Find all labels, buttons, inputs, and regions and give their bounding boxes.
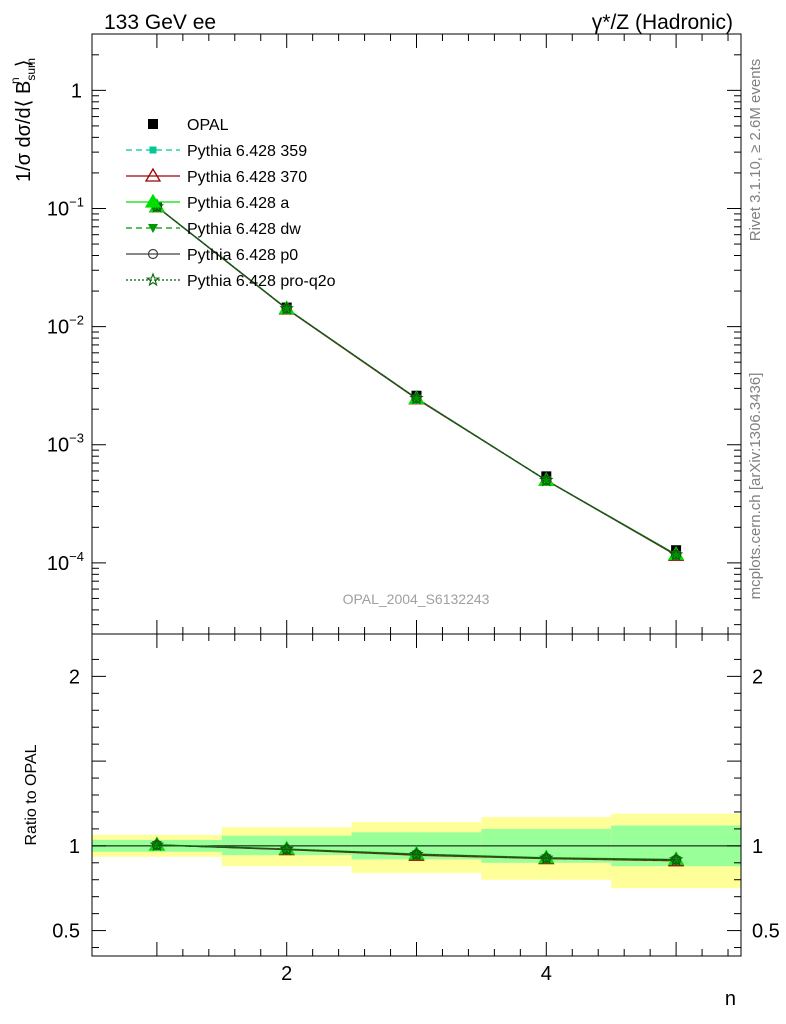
main-y-tick-label: 10−4 — [47, 549, 84, 575]
legend-item-pdw: Pythia 6.428 dw — [126, 221, 301, 238]
ratio-point-pq2o — [279, 841, 294, 856]
legend-item-p359: Pythia 6.428 359 — [126, 143, 307, 160]
main-y-tick-base: 1 — [71, 80, 82, 102]
x-tick-label: 2 — [281, 963, 292, 985]
main-y-tick-label: 10−1 — [47, 194, 84, 220]
legend-label-p359: Pythia 6.428 359 — [187, 143, 307, 160]
legend-item-pa: Pythia 6.428 a — [126, 193, 289, 212]
mcplots-label: mcplots.cern.ch [arXiv:1306.3436] — [747, 373, 764, 600]
main-y-tick-base: 10 — [47, 198, 69, 220]
legend-marker-pa — [144, 193, 162, 208]
ratio-y-tick-label-right: 2 — [752, 666, 763, 688]
ratio-y-tick-label-right: 1 — [752, 836, 763, 858]
data-point-pq2o — [668, 547, 684, 561]
legend-label-pdw: Pythia 6.428 dw — [187, 221, 301, 238]
main-y-tick-base: 10 — [47, 553, 69, 575]
legend-item-p370: Pythia 6.428 370 — [126, 167, 307, 186]
process-title: γ*/Z (Hadronic) — [592, 11, 733, 34]
ratio-y-tick-label-right: 0.5 — [752, 921, 780, 943]
legend-marker-pq2o — [145, 272, 161, 287]
legend-marker-opal — [148, 119, 158, 129]
legend-marker-pp0 — [147, 248, 159, 260]
ratio-y-tick-label-left: 0.5 — [52, 921, 80, 943]
legend-marker-pdw — [148, 224, 158, 233]
ratio-point-pdw — [541, 854, 552, 864]
legend-item-pq2o: Pythia 6.428 pro-q2o — [126, 272, 336, 290]
main-y-label-close: ⟩ — [13, 59, 35, 67]
legend-item-opal: OPAL — [148, 117, 229, 134]
data-point-pq2o — [409, 390, 424, 405]
x-tick-label: 4 — [541, 963, 552, 985]
main-y-tick-base: 10 — [47, 317, 69, 339]
ratio-y-tick-label-left: 2 — [69, 666, 80, 688]
legend-label-p370: Pythia 6.428 370 — [187, 169, 307, 186]
main-y-tick-exp: −3 — [69, 431, 84, 446]
rivet-label: Rivet 3.1.10, ≥ 2.6M events — [747, 59, 764, 242]
legend-label-pq2o: Pythia 6.428 pro-q2o — [187, 273, 336, 290]
ratio-point-pdw — [411, 850, 422, 860]
main-y-tick-label: 10−2 — [47, 313, 84, 339]
ratio-plot-frame — [91, 633, 742, 957]
main-y-label-text: 1/σ dσ/d⟨ B — [13, 81, 35, 182]
analysis-watermark: OPAL_2004_S6132243 — [343, 591, 490, 607]
ratio-y-axis-label: Ratio to OPAL — [23, 744, 40, 845]
ratio-point-pq2o — [668, 852, 684, 866]
legend-label-pp0: Pythia 6.428 p0 — [187, 247, 298, 264]
main-y-tick-exp: −2 — [69, 313, 84, 328]
ratio-series-line-pq2o — [156, 844, 677, 861]
ratio-y-tick-label-left: 1 — [69, 836, 80, 858]
legend-label-pa: Pythia 6.428 a — [187, 195, 289, 212]
legend-label-opal: OPAL — [187, 117, 229, 134]
legend-marker-p359 — [149, 146, 157, 154]
legend-item-pp0: Pythia 6.428 p0 — [126, 247, 298, 264]
main-y-tick-label: 10−3 — [47, 431, 84, 457]
main-y-tick-label: 1 — [71, 80, 82, 102]
main-y-label-sub: sum — [24, 58, 38, 81]
ratio-point-pq2o — [539, 850, 554, 865]
legend-marker-p370 — [144, 167, 162, 182]
ratio-point-pq2o — [149, 837, 165, 852]
main-y-tick-exp: −4 — [69, 549, 84, 564]
energy-title: 133 GeV ee — [104, 11, 216, 34]
ratio-point-pdw — [671, 856, 682, 866]
x-axis-label: n — [725, 988, 736, 1010]
data-point-pq2o — [539, 472, 554, 487]
main-y-label-sup: n — [8, 77, 22, 84]
ratio-point-pq2o — [409, 846, 424, 861]
data-point-pq2o — [279, 301, 294, 315]
main-y-tick-base: 10 — [47, 435, 69, 457]
main-y-axis-label: 1/σ dσ/d⟨ Bsumn ⟩ — [8, 58, 38, 182]
main-y-tick-exp: −1 — [69, 194, 84, 209]
